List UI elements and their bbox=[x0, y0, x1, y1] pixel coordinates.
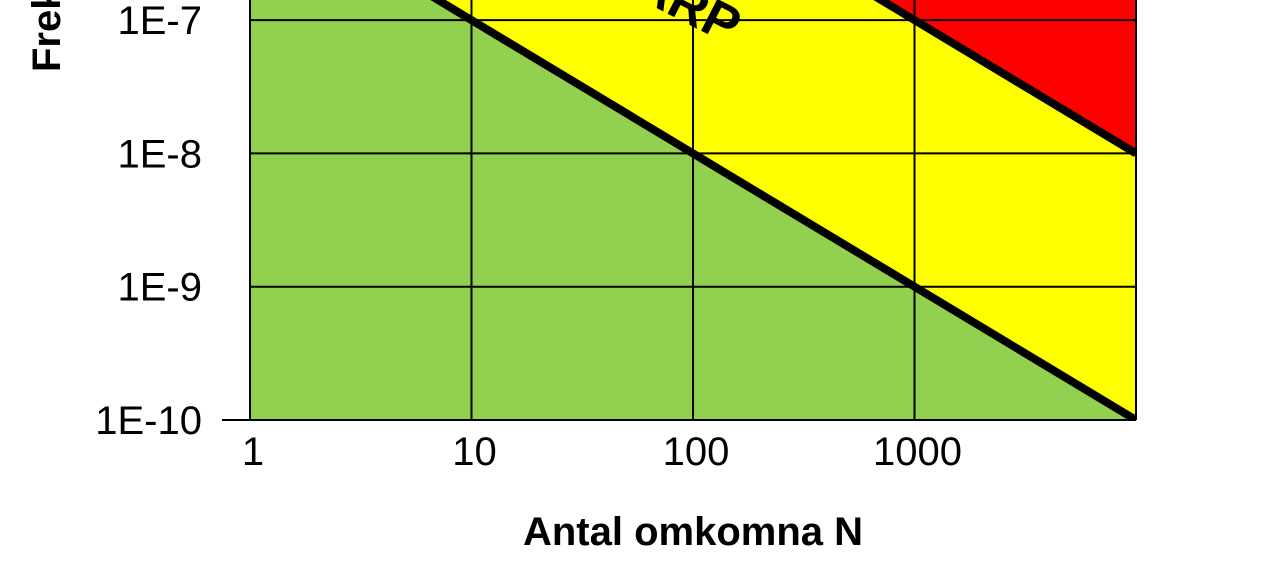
x-tick-label: 1000 bbox=[873, 430, 962, 474]
y-tick-label: 1E-8 bbox=[118, 132, 203, 176]
lower-criterion-line bbox=[430, 0, 1136, 420]
x-tick-label: 1 bbox=[242, 430, 264, 474]
y-tick-label: 1E-7 bbox=[118, 0, 203, 43]
x-axis-title: Antal omkomna N bbox=[523, 510, 863, 554]
axes bbox=[222, 0, 1136, 421]
y-tick-label: 1E-9 bbox=[118, 266, 203, 310]
x-tick-label: 100 bbox=[663, 430, 730, 474]
y-tick-label: 1E-10 bbox=[95, 399, 202, 443]
y-axis-title: Frek bbox=[25, 0, 69, 72]
x-tick-label: 10 bbox=[452, 430, 497, 474]
upper-criterion-line bbox=[873, 0, 1136, 157]
region-red bbox=[881, 0, 1136, 154]
criteria-lines bbox=[430, 0, 1136, 420]
tick-labels: 1 10 100 1000 1E-7 1E-8 1E-9 1E-10 bbox=[95, 0, 962, 474]
